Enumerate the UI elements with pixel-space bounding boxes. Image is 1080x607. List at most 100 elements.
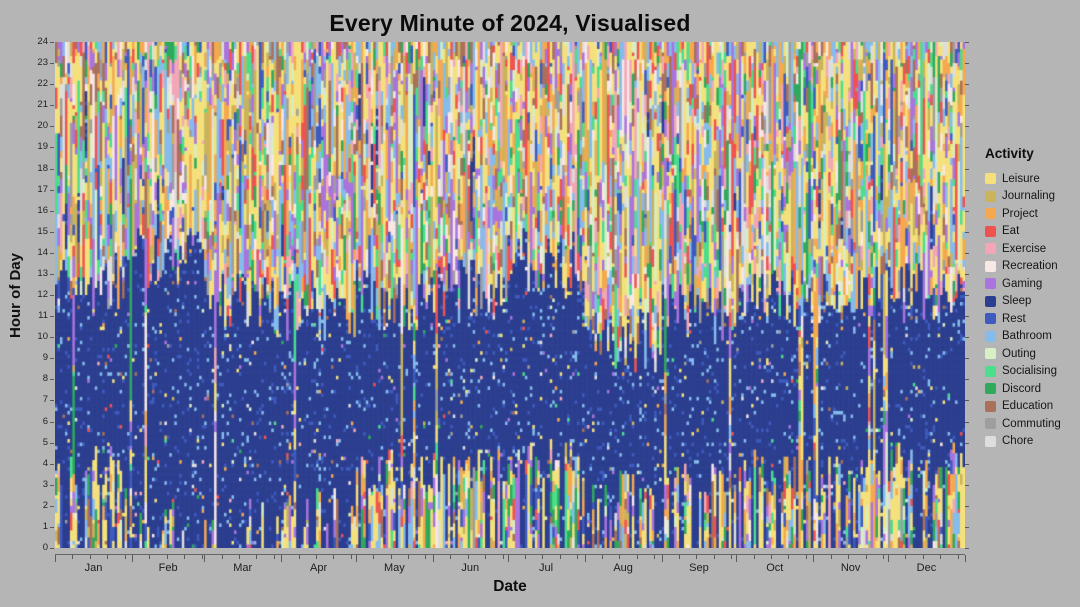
y-tick-label: 11 <box>38 310 48 322</box>
legend-item-gaming: Gaming <box>985 275 1080 293</box>
y-tick-mark <box>965 147 969 149</box>
x-tick-week <box>542 555 544 559</box>
legend-item-label: Discord <box>1002 382 1041 395</box>
x-tick-week <box>316 555 318 559</box>
x-tick-label: Feb <box>158 562 178 574</box>
y-tick-mark <box>50 63 54 65</box>
legend-swatch-icon <box>985 435 996 447</box>
x-tick-week <box>502 555 504 559</box>
y-tick-label: 3 <box>42 478 48 490</box>
legend-item-eat: Eat <box>985 223 1080 241</box>
legend-item-label: Recreation <box>1002 260 1058 273</box>
x-tick-week <box>940 555 942 559</box>
y-tick-mark <box>50 168 54 170</box>
x-tick-week <box>390 555 392 559</box>
y-tick-mark <box>50 189 54 191</box>
legend-swatch-icon <box>985 173 996 185</box>
y-tick-label: 20 <box>37 120 48 132</box>
legend-item-discord: Discord <box>985 380 1080 398</box>
y-tick-mark <box>50 484 54 486</box>
y-tick-mark <box>965 168 969 170</box>
x-tick-label: Aug <box>613 562 633 574</box>
y-tick-mark <box>50 358 54 360</box>
x-tick-week <box>485 555 487 559</box>
x-tick-label: Jul <box>539 562 554 574</box>
y-tick-mark <box>965 548 969 549</box>
legend-item-label: Rest <box>1002 312 1026 325</box>
y-tick-label: 17 <box>37 183 48 195</box>
x-tick-label: Apr <box>309 562 328 574</box>
x-tick-week <box>72 555 74 559</box>
y-tick-label: 5 <box>42 436 48 448</box>
legend-swatch-icon <box>985 225 996 237</box>
x-tick-week <box>201 555 203 559</box>
x-tick-week <box>771 555 773 559</box>
legend-item-label: Socialising <box>1002 365 1057 378</box>
y-tick-mark <box>50 463 54 465</box>
y-tick-mark <box>965 505 969 507</box>
y-tick-label: 12 <box>37 289 48 300</box>
x-tick-week <box>107 555 109 559</box>
y-tick-mark <box>50 126 54 128</box>
legend-item-label: Leisure <box>1002 172 1040 185</box>
y-tick-mark <box>965 421 969 423</box>
y-tick-label: 14 <box>37 246 48 258</box>
x-tick-week <box>333 555 335 559</box>
y-tick-label: 22 <box>37 78 48 90</box>
x-tick-week <box>577 555 579 559</box>
legend-item-label: Journaling <box>1002 190 1056 203</box>
y-tick-label: 4 <box>42 457 48 469</box>
y-tick-label: 13 <box>37 267 48 279</box>
legend-swatch-icon <box>985 243 996 255</box>
y-tick-label: 24 <box>37 36 48 47</box>
x-tick-week <box>636 555 638 559</box>
legend-item-chore: Chore <box>985 433 1080 451</box>
legend-item-label: Commuting <box>1002 417 1061 430</box>
legend-item-label: Eat <box>1002 225 1020 238</box>
x-tick-week <box>425 555 427 559</box>
y-tick-mark <box>50 548 54 549</box>
y-tick-mark <box>50 252 54 254</box>
y-tick-label: 21 <box>37 99 48 111</box>
y-tick-label: 16 <box>37 204 48 216</box>
y-tick-mark <box>965 379 969 381</box>
y-tick-label: 15 <box>37 225 48 237</box>
y-tick-label: 9 <box>42 352 48 364</box>
y-tick-mark <box>965 295 969 296</box>
legend-item-label: Chore <box>1002 435 1034 448</box>
x-tick-week <box>166 555 168 559</box>
y-tick-mark <box>965 189 969 191</box>
y-tick-mark <box>50 105 54 107</box>
y-tick-mark <box>50 231 54 233</box>
y-tick-label: 1 <box>42 520 48 532</box>
y-tick-mark <box>50 42 54 43</box>
y-axis-label: Hour of Day <box>6 252 24 338</box>
x-tick-week <box>256 555 258 559</box>
y-tick-mark <box>965 126 969 128</box>
y-tick-mark <box>50 295 54 296</box>
x-tick-week <box>696 555 698 559</box>
y-tick-mark <box>965 463 969 465</box>
legend-swatch-icon <box>985 278 996 290</box>
y-tick-mark <box>965 400 969 402</box>
x-tick-month <box>661 555 663 562</box>
x-tick-week <box>450 555 452 559</box>
y-tick-mark <box>50 379 54 381</box>
y-tick-mark <box>965 273 969 275</box>
y-tick-mark <box>50 526 54 528</box>
legend-title: Activity <box>985 146 1034 161</box>
x-tick-label: Nov <box>840 562 861 574</box>
x-tick-week <box>922 555 924 559</box>
x-tick-month <box>432 555 434 562</box>
legend-swatch-icon <box>985 348 996 360</box>
legend-item-sleep: Sleep <box>985 293 1080 311</box>
legend-swatch-icon <box>985 365 996 377</box>
y-tick-label: 0 <box>42 542 48 553</box>
x-axis-label: Date <box>493 578 527 595</box>
legend: Activity Leisure Journaling Project Eat Exer… <box>985 146 1080 450</box>
x-tick-week <box>273 555 275 559</box>
x-tick-week <box>467 555 469 559</box>
y-tick-label: 7 <box>42 394 48 406</box>
x-tick-week <box>238 555 240 559</box>
